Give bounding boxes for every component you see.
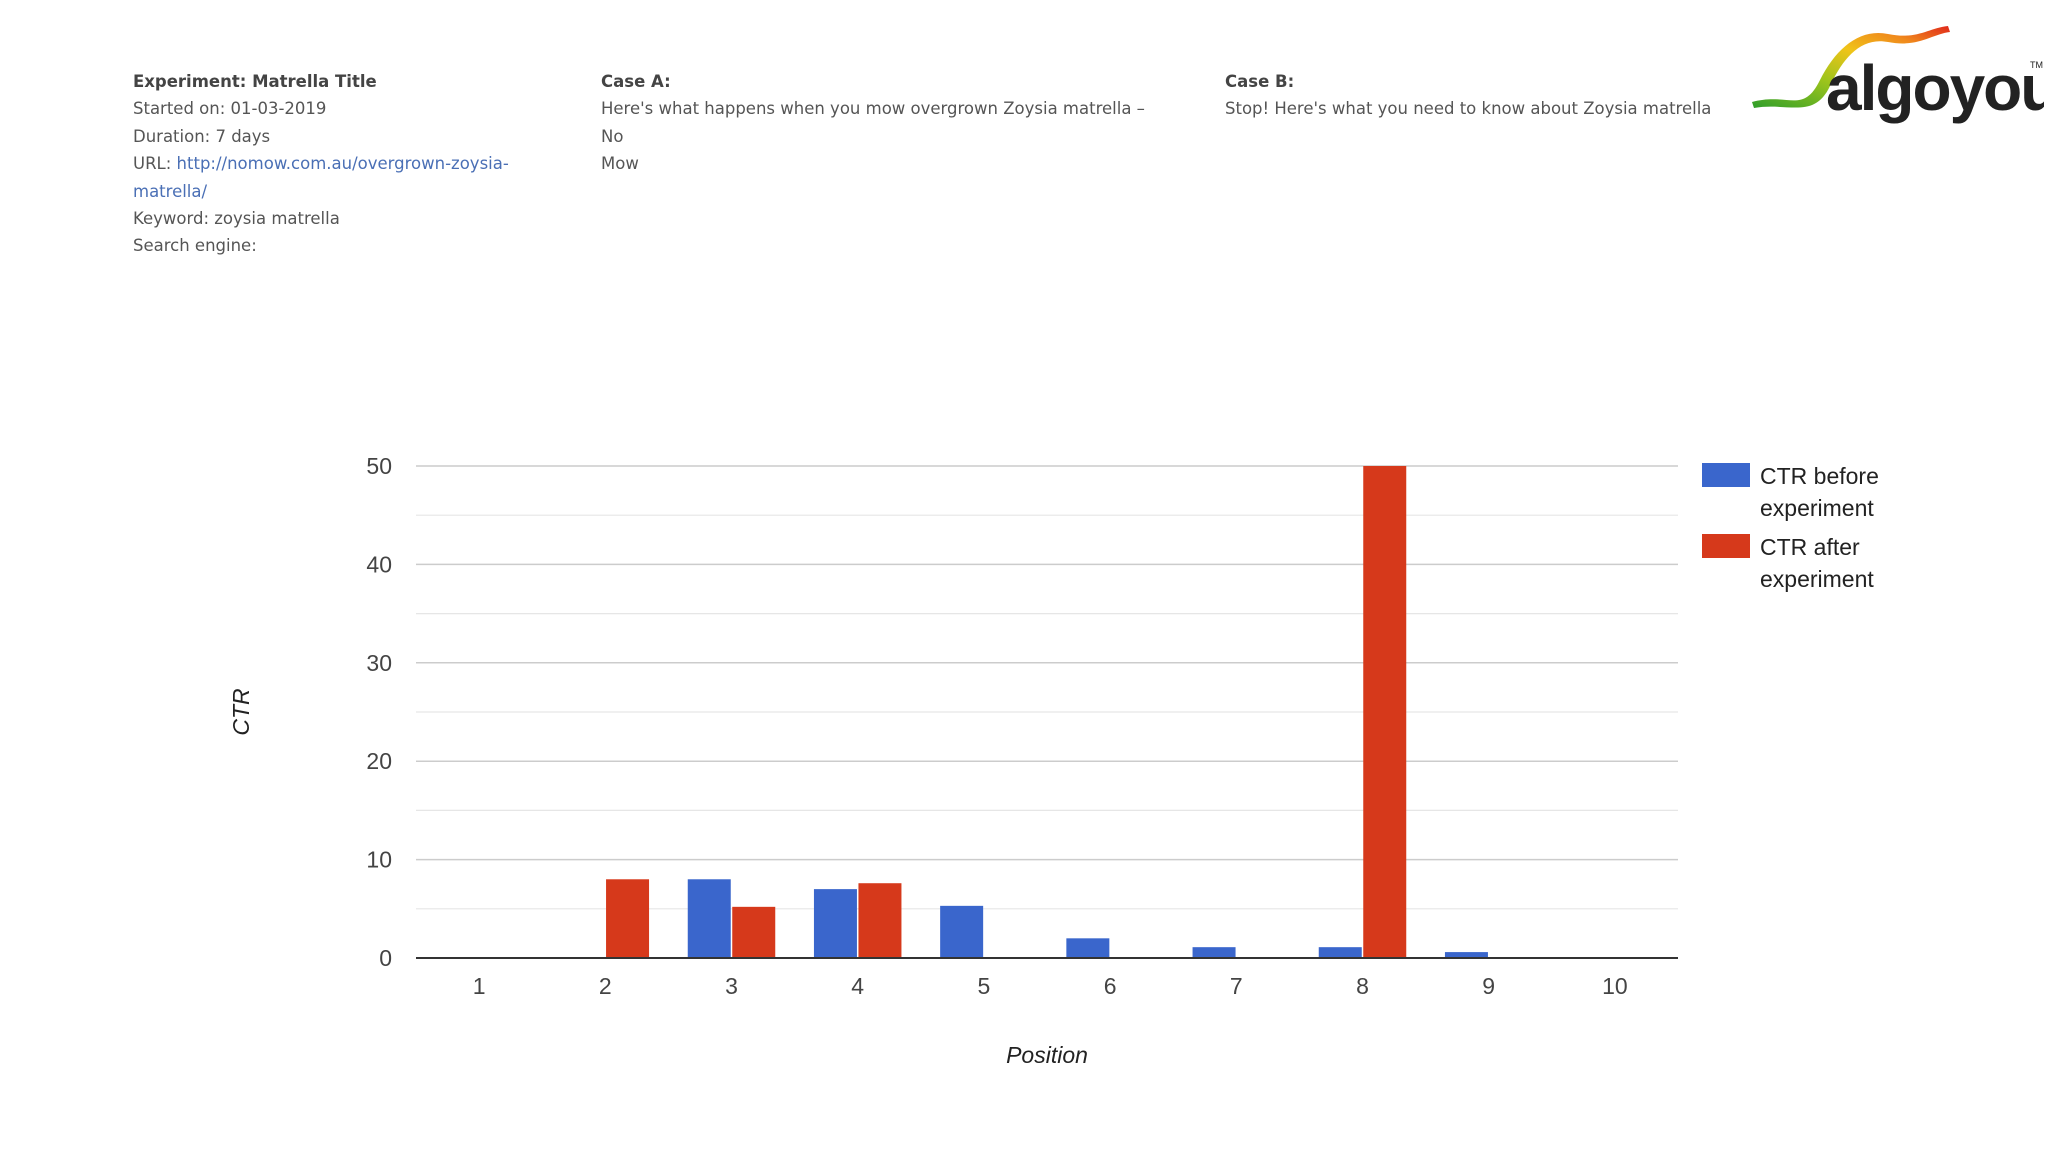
bar-before: [1444, 952, 1488, 958]
x-tick-label: 1: [473, 973, 486, 999]
logo-tm: TM: [2030, 60, 2043, 70]
y-tick-label: 10: [366, 847, 392, 873]
bar-after: [732, 906, 776, 958]
case-a-label: Case A:: [601, 72, 671, 91]
x-tick-label: 8: [1356, 973, 1369, 999]
legend-label: experiment: [1760, 566, 1874, 592]
x-tick-label: 7: [1230, 973, 1243, 999]
x-tick-label: 9: [1482, 973, 1495, 999]
legend-label: experiment: [1760, 495, 1874, 521]
bar-before: [1192, 947, 1236, 958]
bar-after: [858, 883, 902, 958]
x-tick-label: 2: [599, 973, 612, 999]
case-b-info: Case B: Stop! Here's what you need to kn…: [1225, 68, 1825, 123]
experiment-url-link[interactable]: http://nomow.com.au/overgrown-zoysia-: [176, 154, 509, 174]
experiment-url-link-continued[interactable]: matrella/: [133, 181, 208, 201]
bar-before: [940, 905, 984, 958]
chart-bars: [606, 466, 1488, 958]
experiment-info: Experiment: Matrella Title Started on: 0…: [133, 68, 513, 260]
search-engine: Search engine:: [133, 236, 257, 256]
case-a-text: Here's what happens when you mow overgro…: [601, 95, 1156, 177]
y-tick-label: 20: [366, 748, 392, 774]
keyword: Keyword: zoysia matrella: [133, 209, 340, 229]
x-tick-label: 6: [1104, 973, 1117, 999]
y-tick-labels: 0 10 20 30 40 50: [366, 453, 392, 971]
bar-before: [687, 879, 731, 958]
case-b-text: Stop! Here's what you need to know about…: [1225, 99, 1712, 119]
case-a-text-line1: Here's what happens when you mow overgro…: [601, 99, 1145, 146]
y-tick-label: 0: [379, 945, 392, 971]
x-tick-label: 5: [978, 973, 991, 999]
x-tick-labels: 1 2 3 4 5 6 7 8 9 10: [473, 973, 1628, 999]
url-row: URL: http://nomow.com.au/overgrown-zoysi…: [133, 150, 513, 205]
y-tick-label: 50: [366, 453, 392, 479]
bar-before: [1066, 938, 1110, 958]
y-tick-label: 30: [366, 650, 392, 676]
y-tick-label: 40: [366, 551, 392, 577]
url-label: URL:: [133, 154, 177, 174]
bar-after: [1363, 466, 1407, 958]
bar-before: [813, 889, 857, 958]
x-tick-label: 3: [725, 973, 738, 999]
experiment-title: Experiment: Matrella Title: [133, 72, 377, 91]
legend-label: CTR before: [1760, 463, 1879, 489]
x-tick-label: 4: [851, 973, 864, 999]
x-tick-label: 10: [1602, 973, 1628, 999]
started-date: Started on: 01-03-2019: [133, 99, 327, 119]
legend-swatch: [1702, 534, 1750, 558]
case-b-label: Case B:: [1225, 72, 1295, 91]
logo-swoosh: [1752, 26, 1950, 108]
algoyou-logo: algoyou TM: [1752, 26, 2044, 124]
chart-grid: [416, 465, 1678, 910]
legend-swatch: [1702, 463, 1750, 487]
bar-before: [1318, 947, 1362, 958]
case-a-text-line2: Mow: [601, 154, 639, 174]
chart-legend: CTR before experiment CTR after experiment: [1702, 463, 1879, 592]
bar-after: [606, 879, 650, 958]
legend-label: CTR after: [1760, 534, 1860, 560]
x-axis-title: Position: [1006, 1042, 1088, 1068]
duration: Duration: 7 days: [133, 126, 271, 146]
logo-text: algoyou: [1826, 52, 2044, 124]
case-a-info: Case A: Here's what happens when you mow…: [601, 68, 1156, 178]
y-axis-title: CTR: [228, 688, 254, 735]
